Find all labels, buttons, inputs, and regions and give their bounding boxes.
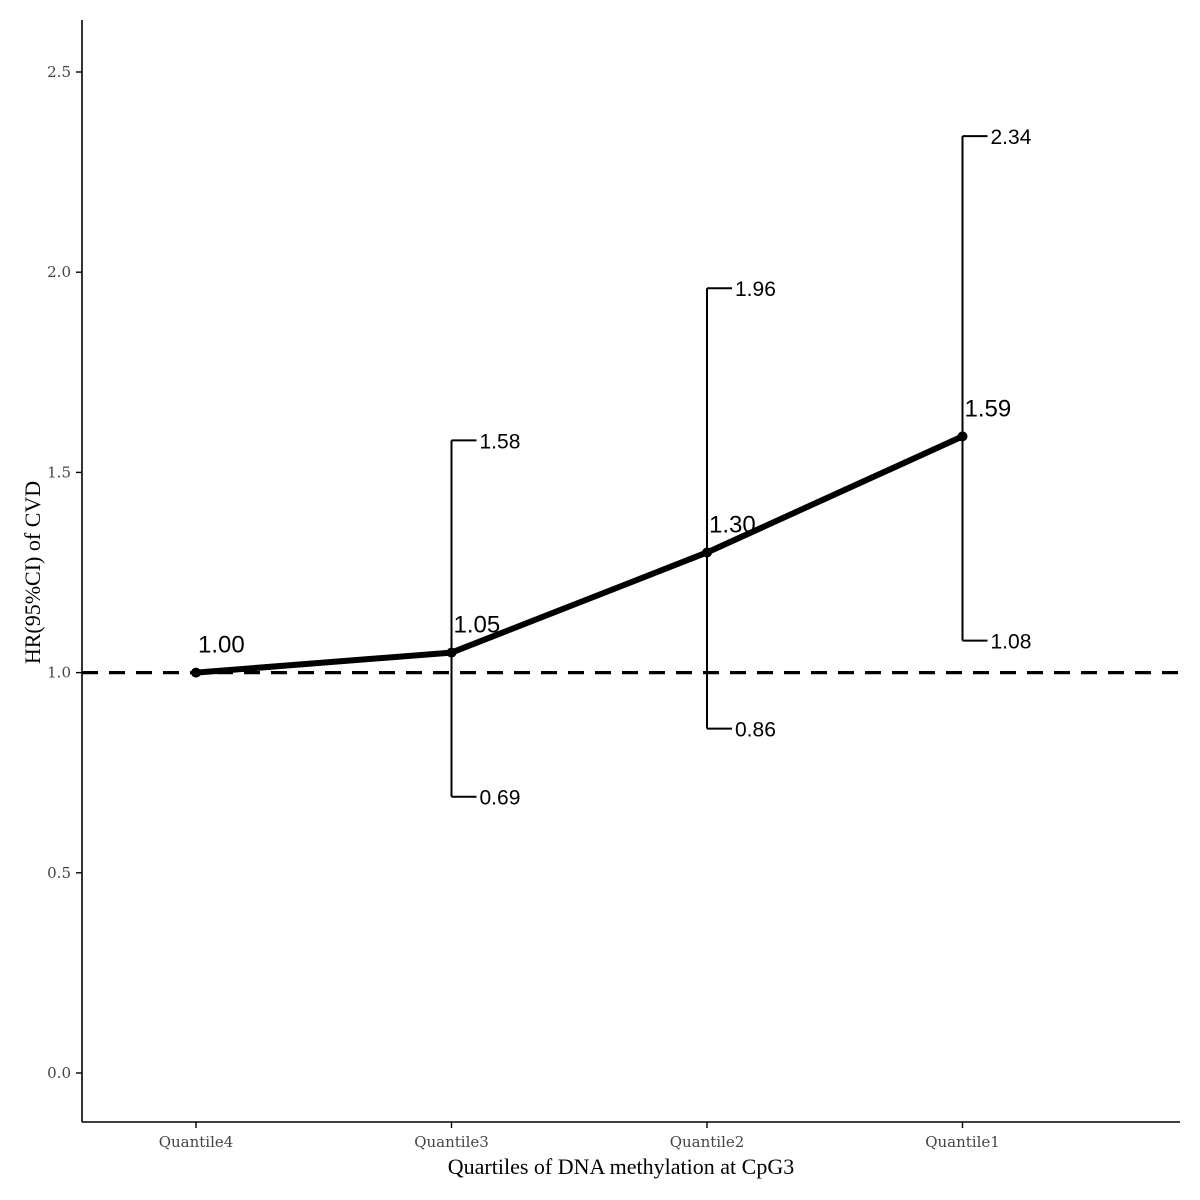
- ci-upper-label: 2.34: [991, 126, 1032, 149]
- error-bars-group: [450, 135, 988, 798]
- y-axis-title: HR(95%CI) of CVD: [20, 481, 45, 664]
- value-label: 1.00: [198, 632, 245, 659]
- x-tick-label: Quantile3: [414, 1133, 489, 1151]
- data-point: [446, 647, 457, 658]
- value-label: 1.30: [709, 511, 756, 538]
- data-point: [191, 667, 201, 678]
- ci-lower-label: 0.86: [735, 719, 776, 742]
- series-line: [193, 433, 966, 676]
- ci-lower-label: 0.69: [480, 787, 521, 810]
- x-tick-label: Quantile1: [925, 1133, 1000, 1151]
- y-tick-label: 2.5: [47, 63, 71, 81]
- ci-upper-label: 1.96: [735, 278, 776, 301]
- series-line-group: [193, 433, 966, 676]
- axes-group: 0.0 0.5 1.0 1.5 2.0 2.5 Quantile4 Quantile3 Quan…: [47, 20, 1180, 1151]
- x-axis-title: Quartiles of DNA methylation at CpG3: [448, 1154, 794, 1179]
- y-tick-label: 0.5: [47, 864, 71, 882]
- value-label: 1.59: [965, 395, 1012, 422]
- y-tick-label: 2.0: [47, 263, 71, 281]
- ci-lower-label: 1.08: [991, 631, 1032, 654]
- x-tick-label: Quantile2: [670, 1133, 745, 1151]
- data-point: [702, 547, 712, 558]
- y-tick-label: 1.5: [47, 463, 71, 481]
- y-tick-label: 1.0: [47, 664, 71, 682]
- x-tick-label: Quantile4: [159, 1133, 234, 1151]
- points-group: [191, 431, 968, 678]
- y-tick-label: 0.0: [47, 1064, 71, 1082]
- value-label: 1.05: [454, 612, 501, 639]
- data-point: [957, 431, 968, 442]
- labels-group: 1.58 0.69 1.96 0.86 2.34 1.08 1.00 1.05 1.30 1.59: [198, 126, 1032, 810]
- ci-upper-label: 1.58: [480, 430, 521, 453]
